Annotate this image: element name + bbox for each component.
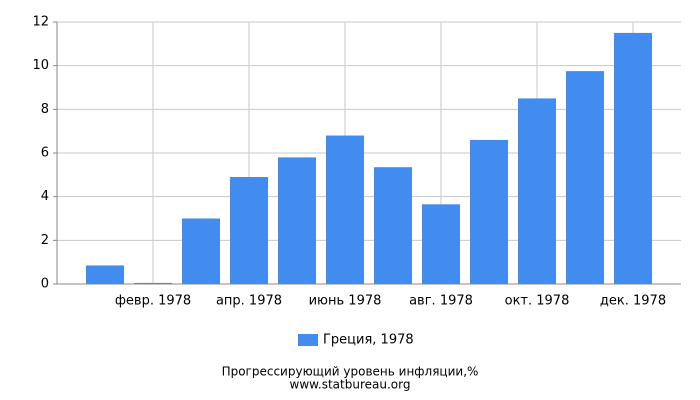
bar: [278, 157, 316, 284]
bar: [470, 139, 508, 284]
bar: [182, 218, 220, 284]
x-tick-label: окт. 1978: [505, 294, 570, 309]
source: www.statbureau.org: [290, 378, 411, 392]
chart-title: Прогрессирующий уровень инфляции,%: [222, 365, 479, 379]
y-tick-label: 6: [41, 146, 49, 161]
bar: [86, 265, 124, 284]
bar: [566, 71, 604, 284]
bar: [614, 32, 652, 284]
x-tick-label: апр. 1978: [216, 294, 282, 309]
bar: [518, 98, 556, 285]
x-tick-label: дек. 1978: [600, 294, 666, 309]
y-tick-label: 10: [32, 58, 49, 73]
bar: [374, 167, 412, 284]
bar: [230, 177, 268, 284]
y-tick-label: 12: [32, 15, 49, 30]
y-tick-label: 2: [41, 233, 49, 248]
legend-label: Греция, 1978: [323, 333, 414, 348]
y-tick-label: 8: [41, 102, 49, 117]
x-tick-label: авг. 1978: [409, 294, 473, 309]
x-tick-label: июнь 1978: [309, 294, 382, 309]
legend-swatch: [298, 334, 318, 346]
bar: [134, 282, 172, 284]
x-tick-label: февр. 1978: [115, 294, 191, 309]
bar: [326, 135, 364, 284]
y-tick-label: 0: [41, 277, 49, 292]
bar: [422, 204, 460, 284]
y-tick-label: 4: [41, 189, 49, 204]
